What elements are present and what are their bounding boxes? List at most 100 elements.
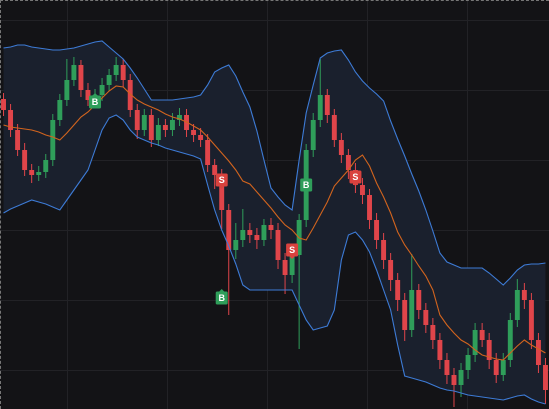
candle-body [437,340,443,360]
signal-badge: S [215,173,228,189]
candle-body [162,125,168,130]
candle-body [507,320,513,360]
candle-body [106,75,112,85]
candle-body [78,65,84,90]
candle-body [444,360,450,375]
candle-body [261,225,267,240]
candle-body [282,260,288,275]
candle-body [226,210,232,250]
candle-body [254,235,260,240]
candle-body [367,195,372,220]
signal-badge: S [286,243,299,259]
candle-body [486,340,492,360]
candle-body [233,240,239,250]
band-fill [3,41,546,404]
candle-body [205,140,211,165]
signal-badge: B [215,289,228,305]
signal-box [89,95,102,109]
candle-body [120,65,126,80]
candle-body [64,80,70,100]
candle-body [528,300,534,340]
candle-body [310,120,316,150]
lower-band-line [3,114,546,405]
candle-body [148,115,154,140]
candle-body [317,95,323,120]
candle-body [451,375,457,385]
candle-body [374,220,380,240]
candle-body [289,255,295,275]
candle-body [134,110,140,130]
signal-badge: B [300,176,313,192]
candle-body [1,99,6,110]
signal-label: S [352,172,358,182]
candle-body [177,115,182,120]
candle-body [212,165,218,175]
upper-band-line [3,40,546,286]
signal-pointer [303,176,310,179]
candle-body [247,230,253,235]
signal-badge: B [89,93,102,109]
signal-box [215,173,228,187]
candle-body [479,330,485,340]
signal-pointer [289,256,296,259]
signal-box [300,178,313,192]
candle-body [535,340,541,365]
candle-body [409,290,415,330]
signal-label: B [218,293,225,303]
candle-body [155,125,161,140]
candle-body [521,290,527,300]
candle-body [219,175,225,210]
dashed-border [0,0,549,1]
candle-body [500,360,506,375]
signal-label: B [303,180,310,190]
signal-pointer [218,186,225,189]
candle-body [113,65,119,75]
candle-body [543,365,548,390]
candle-body [324,95,330,115]
signal-box [349,170,362,184]
candle-body [36,172,42,175]
signal-label: S [219,175,225,185]
candle-body [458,370,464,385]
candle-body [416,290,422,310]
candle-body [345,155,351,170]
candle-body [198,135,204,140]
signal-pointer [352,183,359,186]
candle-body [360,185,365,195]
candle-body [22,150,28,170]
candle-body [493,360,499,375]
candle-body [43,160,49,172]
signal-label: B [92,97,99,107]
candle-body [127,80,133,110]
candle-body [331,115,337,140]
candle-body [338,140,344,155]
candle-body [191,130,197,135]
candle-body [381,240,387,260]
candle-body [240,230,246,240]
candle-body [268,225,274,230]
candle-body [8,110,14,130]
candle-body [402,300,408,330]
candle-body [169,120,175,130]
candle-body [29,170,35,175]
signal-box [286,243,299,257]
candle-body [50,120,56,160]
signal-label: S [289,245,295,255]
signal-badge: S [349,170,362,186]
signal-pointer [92,93,99,96]
candle-body [388,260,394,280]
candle-body [141,115,147,130]
candle-body [395,280,401,300]
candle-body [275,230,281,260]
candle-body [85,90,91,100]
dashed-border [0,0,1,409]
signal-pointer [218,289,225,292]
candle-body [99,85,105,95]
candle-body [514,290,520,320]
candle-body [465,355,471,370]
candle-body [71,65,77,80]
candle-body [15,130,21,150]
signal-box [215,291,228,305]
